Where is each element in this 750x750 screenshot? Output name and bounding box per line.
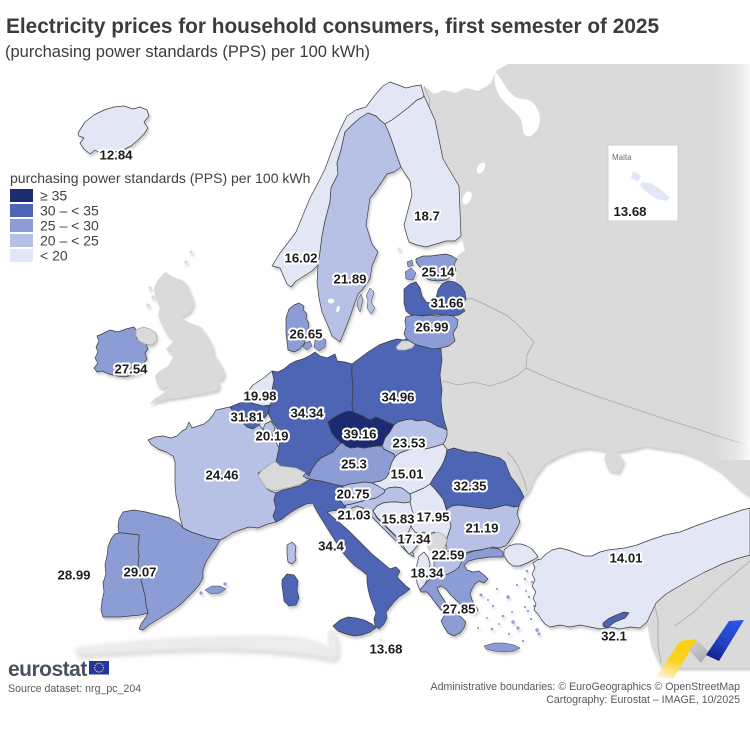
svg-text:31.66: 31.66 [430, 296, 463, 311]
svg-text:25 – < 30: 25 – < 30 [40, 218, 99, 234]
svg-text:15.01: 15.01 [390, 467, 423, 482]
svg-text:eurostat: eurostat [8, 658, 87, 681]
svg-text:24.46: 24.46 [205, 468, 238, 483]
svg-text:Source dataset: nrg_pc_204: Source dataset: nrg_pc_204 [8, 683, 141, 695]
svg-text:32.1: 32.1 [601, 629, 627, 644]
svg-text:27.54: 27.54 [114, 362, 148, 377]
svg-text:20 – < 25: 20 – < 25 [40, 233, 99, 249]
svg-text:29.07: 29.07 [123, 565, 156, 580]
svg-text:27.85: 27.85 [442, 602, 475, 617]
svg-text:22.59: 22.59 [431, 548, 464, 563]
svg-text:Administrative boundaries: © E: Administrative boundaries: © EuroGeograp… [431, 681, 741, 693]
svg-text:25.3: 25.3 [341, 457, 367, 472]
svg-text:34.34: 34.34 [290, 406, 324, 421]
svg-text:17.95: 17.95 [416, 510, 449, 525]
svg-text:18.34: 18.34 [410, 566, 444, 581]
svg-text:26.99: 26.99 [415, 320, 448, 335]
svg-text:32.35: 32.35 [453, 479, 486, 494]
svg-text:12.84: 12.84 [99, 148, 133, 163]
svg-text:20.75: 20.75 [336, 487, 369, 502]
svg-text:< 20: < 20 [40, 248, 68, 264]
svg-text:21.89: 21.89 [333, 272, 366, 287]
svg-text:23.53: 23.53 [392, 436, 425, 451]
svg-text:purchasing power standards (PP: purchasing power standards (PPS) per 100… [10, 170, 310, 186]
svg-text:(purchasing power standards (P: (purchasing power standards (PPS) per 10… [5, 43, 370, 61]
svg-text:19.98: 19.98 [243, 389, 276, 404]
svg-text:13.68: 13.68 [613, 204, 646, 219]
svg-text:17.34: 17.34 [397, 532, 431, 547]
svg-text:Cartography: Eurostat – IMAGE,: Cartography: Eurostat – IMAGE, 10/2025 [546, 694, 740, 706]
svg-text:13.68: 13.68 [369, 642, 402, 657]
svg-text:25.14: 25.14 [421, 265, 455, 280]
svg-text:16.02: 16.02 [284, 251, 317, 266]
svg-text:30 – < 35: 30 – < 35 [40, 203, 99, 219]
svg-text:Electricity prices for househo: Electricity prices for household consume… [6, 15, 659, 38]
svg-text:31.81: 31.81 [230, 410, 263, 425]
svg-text:21.19: 21.19 [465, 521, 498, 536]
svg-text:20.19: 20.19 [255, 429, 288, 444]
svg-text:14.01: 14.01 [609, 551, 642, 566]
svg-text:21.03: 21.03 [337, 508, 370, 523]
svg-text:28.99: 28.99 [57, 568, 90, 583]
svg-text:18.7: 18.7 [414, 209, 440, 224]
svg-text:26.65: 26.65 [289, 327, 322, 342]
svg-text:39.16: 39.16 [343, 427, 376, 442]
svg-text:≥ 35: ≥ 35 [40, 188, 67, 204]
svg-text:34.96: 34.96 [381, 390, 414, 405]
svg-text:15.83: 15.83 [381, 512, 414, 527]
svg-text:Malta: Malta [612, 153, 632, 162]
svg-text:34.4: 34.4 [318, 539, 344, 554]
